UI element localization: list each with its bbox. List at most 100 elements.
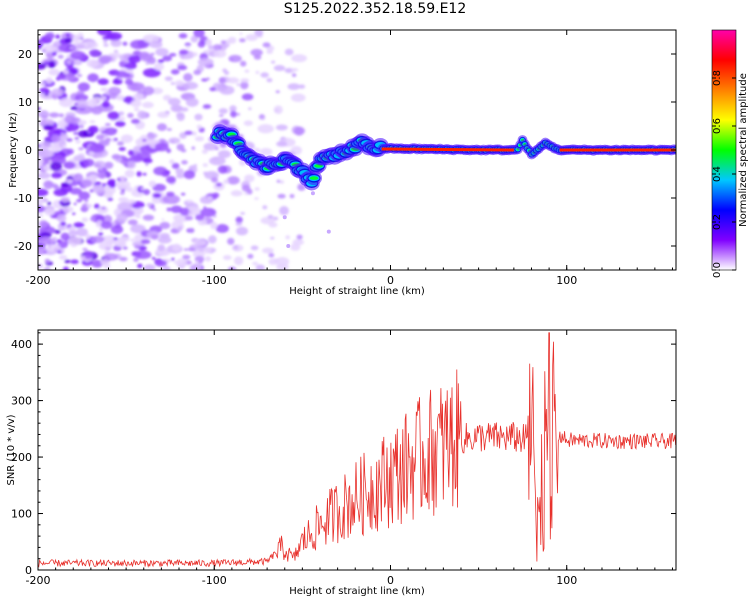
top-x-axis-label: Height of straight line (km) bbox=[289, 286, 425, 297]
noise-speckle bbox=[84, 251, 93, 259]
noise-speckle bbox=[175, 173, 185, 179]
noise-speckle bbox=[178, 33, 188, 39]
noise-speckle bbox=[73, 202, 77, 206]
noise-speckle bbox=[183, 73, 193, 82]
noise-speckle bbox=[273, 65, 286, 72]
noise-speckle bbox=[103, 253, 119, 261]
y-tick-label: 400 bbox=[11, 338, 32, 351]
noise-speckle bbox=[243, 120, 254, 126]
noise-speckle bbox=[43, 198, 49, 203]
snr-series-line bbox=[38, 332, 676, 568]
noise-speckle bbox=[166, 207, 172, 212]
noise-speckle bbox=[161, 218, 165, 221]
noise-speckle bbox=[77, 32, 84, 38]
noise-speckle bbox=[267, 214, 274, 219]
noise-speckle bbox=[130, 99, 142, 108]
noise-speckle bbox=[197, 58, 214, 67]
noise-speckle bbox=[91, 106, 103, 115]
noise-speckle bbox=[203, 246, 212, 254]
noise-speckle bbox=[217, 165, 228, 174]
noise-speckle bbox=[170, 205, 183, 214]
noise-speckle bbox=[270, 236, 275, 240]
noise-speckle bbox=[147, 132, 158, 139]
noise-speckle bbox=[168, 137, 181, 144]
noise-speckle bbox=[38, 199, 44, 206]
noise-speckle bbox=[100, 87, 109, 92]
noise-speckle bbox=[268, 253, 275, 258]
noise-speckle bbox=[273, 105, 283, 115]
noise-speckle bbox=[103, 191, 114, 199]
noise-speckle bbox=[70, 105, 78, 111]
noise-speckle bbox=[134, 244, 141, 249]
noise-speckle bbox=[247, 253, 254, 259]
noise-speckle bbox=[45, 77, 53, 84]
noise-speckle bbox=[162, 194, 181, 205]
ridge-core bbox=[309, 176, 319, 180]
x-tick-label: 100 bbox=[556, 274, 577, 287]
noise-speckle bbox=[260, 72, 269, 78]
noise-speckle bbox=[142, 138, 147, 142]
noise-speckle bbox=[73, 173, 84, 183]
noise-speckle bbox=[66, 148, 74, 155]
noise-speckle bbox=[120, 134, 133, 144]
noise-speckle bbox=[107, 197, 114, 201]
bottom-y-axis-label: SNR (10 * v/v) bbox=[6, 414, 17, 485]
noise-speckle bbox=[38, 205, 46, 213]
noise-speckle bbox=[95, 134, 105, 140]
noise-speckle bbox=[157, 59, 164, 64]
noise-speckle bbox=[43, 251, 48, 254]
noise-speckle bbox=[60, 232, 70, 241]
noise-speckle bbox=[117, 242, 127, 248]
noise-speckle bbox=[152, 208, 156, 212]
noise-speckle bbox=[122, 246, 128, 250]
noise-speckle bbox=[113, 128, 118, 132]
noise-speckle bbox=[157, 244, 165, 252]
noise-speckle bbox=[257, 124, 274, 134]
noise-speckle bbox=[143, 264, 156, 270]
noise-speckle bbox=[227, 237, 235, 245]
noise-speckle bbox=[296, 234, 303, 240]
y-tick-label: 100 bbox=[11, 508, 32, 521]
noise-speckle bbox=[97, 171, 107, 179]
noise-speckle bbox=[191, 146, 196, 150]
noise-speckle bbox=[58, 97, 74, 108]
noise-speckle bbox=[63, 161, 76, 169]
noise-speckle bbox=[142, 158, 153, 164]
noise-speckle bbox=[64, 37, 73, 44]
noise-speckle bbox=[38, 263, 43, 269]
noise-speckle bbox=[193, 30, 205, 38]
noise-speckle bbox=[268, 222, 278, 228]
noise-speckle bbox=[184, 215, 194, 221]
noise-speckle bbox=[226, 176, 240, 185]
noise-speckle bbox=[105, 172, 112, 177]
noise-speckle bbox=[64, 259, 71, 264]
noise-speckle bbox=[159, 221, 171, 230]
noise-speckle bbox=[52, 237, 58, 241]
noise-speckle bbox=[44, 258, 51, 264]
noise-speckle bbox=[275, 256, 290, 267]
noise-speckle bbox=[190, 35, 199, 43]
noise-speckle bbox=[44, 61, 50, 65]
noise-speckle bbox=[130, 118, 140, 124]
noise-speckle bbox=[146, 202, 153, 207]
x-tick-label: -200 bbox=[26, 574, 51, 587]
noise-speckle bbox=[174, 80, 185, 87]
noise-speckle bbox=[136, 171, 142, 177]
noise-speckle bbox=[187, 210, 193, 214]
noise-speckle bbox=[194, 239, 207, 247]
noise-speckle bbox=[179, 207, 190, 216]
noise-speckle bbox=[44, 93, 49, 96]
noise-speckle bbox=[86, 99, 98, 108]
noise-speckle bbox=[195, 214, 205, 221]
noise-speckle bbox=[86, 59, 99, 68]
noise-speckle bbox=[80, 179, 93, 188]
noise-speckle bbox=[152, 192, 162, 199]
noise-speckle bbox=[50, 143, 61, 153]
noise-speckle bbox=[241, 93, 254, 101]
noise-speckle bbox=[44, 207, 56, 216]
noise-speckle bbox=[127, 160, 136, 169]
noise-speckle bbox=[130, 224, 146, 234]
noise-speckle bbox=[47, 201, 52, 206]
noise-speckle bbox=[77, 120, 87, 125]
noise-speckle bbox=[90, 235, 105, 244]
